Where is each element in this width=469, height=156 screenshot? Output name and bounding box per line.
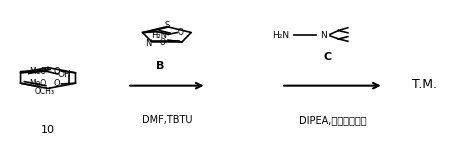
Text: N: N bbox=[320, 31, 326, 40]
Text: O: O bbox=[54, 67, 61, 76]
Text: DMF,TBTU: DMF,TBTU bbox=[142, 115, 192, 125]
Text: B: B bbox=[156, 61, 164, 71]
Text: O: O bbox=[54, 79, 61, 88]
Text: S: S bbox=[164, 21, 169, 30]
Text: H₂N: H₂N bbox=[151, 31, 167, 40]
Text: N: N bbox=[145, 39, 152, 48]
Text: C: C bbox=[324, 51, 332, 62]
Text: OCH₃: OCH₃ bbox=[35, 87, 54, 96]
Text: 10: 10 bbox=[41, 125, 55, 135]
Text: H₂N: H₂N bbox=[272, 31, 290, 40]
Text: MeO: MeO bbox=[30, 79, 46, 88]
Text: O: O bbox=[178, 28, 184, 37]
Text: MeO: MeO bbox=[30, 67, 46, 76]
Text: OH: OH bbox=[58, 70, 72, 78]
Text: DIPEA,氯化氢异丙醇: DIPEA,氯化氢异丙醇 bbox=[299, 115, 366, 125]
Text: T.M.: T.M. bbox=[412, 78, 437, 91]
Text: O: O bbox=[159, 38, 165, 47]
